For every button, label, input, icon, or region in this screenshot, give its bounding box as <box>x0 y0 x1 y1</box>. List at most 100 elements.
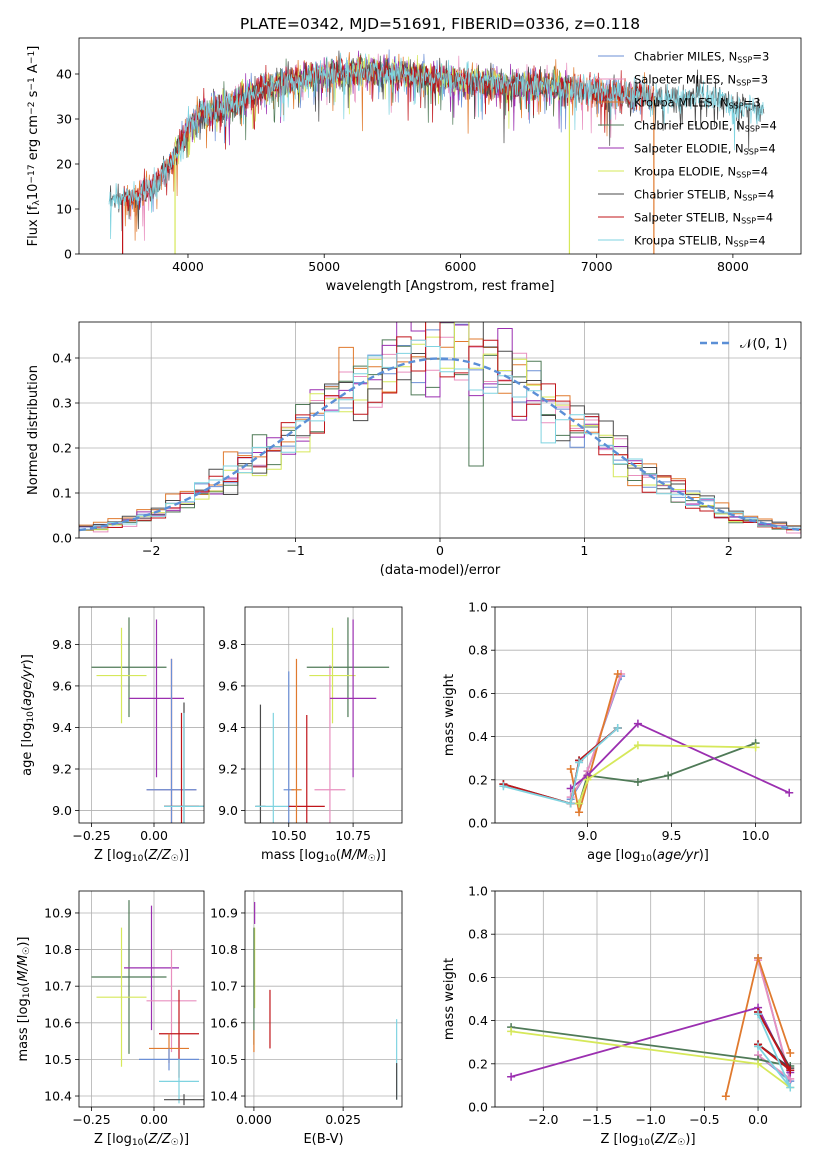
axes-frame <box>78 37 802 255</box>
x-axis-label-part: )] <box>699 848 709 863</box>
y-tick-label: 1.0 <box>468 884 488 899</box>
y-axis-label-part: A <box>26 64 41 77</box>
legend-label: Salpeter MILES, NSSP=3 <box>634 73 768 88</box>
y-tick-label: 0 <box>64 247 72 262</box>
legend-label-part: SSP <box>736 79 751 88</box>
y-tick-label: 10.6 <box>210 1015 238 1030</box>
y-tick-label: 9.4 <box>52 720 72 735</box>
y-tick-label: 0.4 <box>468 1013 488 1028</box>
weight-marker <box>664 771 673 780</box>
x-axis-label-part: ☉ <box>368 854 376 864</box>
x-axis-label-part: 10 <box>132 1138 144 1148</box>
x-tick-label: −1.5 <box>582 1112 612 1127</box>
x-axis-label-part: ( <box>336 848 341 863</box>
y-axis-label-part: −1 <box>27 77 37 90</box>
y-tick-label: 20 <box>56 157 72 172</box>
weight-marker <box>633 719 642 728</box>
x-axis-label-part: Z/Z <box>654 1132 678 1147</box>
plot-area <box>108 49 765 254</box>
x-tick-label: −1.0 <box>636 1112 666 1127</box>
y-axis-label-part: 10 <box>26 711 36 723</box>
x-tick-label: −0.25 <box>72 828 110 843</box>
y-tick-label: 30 <box>56 112 72 127</box>
y-tick-label: 40 <box>56 67 72 82</box>
legend-label-part: SSP <box>741 217 756 226</box>
x-axis-label-part: mass [ <box>261 848 304 863</box>
weight-marker <box>785 788 794 797</box>
x-axis-label-part: 10 <box>132 854 144 864</box>
y-tick-label: 0.3 <box>52 396 72 411</box>
y-tick-label: 10.8 <box>210 942 238 957</box>
legend-label-part: Kroupa STELIB, N <box>634 234 734 248</box>
y-axis-label-part: mass [ <box>16 1018 31 1061</box>
y-tick-label: 10.4 <box>210 1089 238 1104</box>
weight-marker <box>499 782 508 791</box>
x-axis-label: age [log10(age/yr)] <box>587 848 709 864</box>
plot-area <box>253 901 398 1100</box>
y-axis-label: age [log10(age/yr)] <box>20 654 36 776</box>
x-tick-label: 0.00 <box>140 828 168 843</box>
legend-label-part: =4 <box>751 165 768 179</box>
x-tick-label: 0 <box>436 543 444 558</box>
legend-label-part: Salpeter MILES, N <box>634 73 736 87</box>
y-axis-label-part: ] <box>26 46 41 51</box>
y-tick-label: 10.9 <box>210 905 238 920</box>
y-axis-label-part: mass weight <box>442 958 457 1040</box>
x-axis-label-part: log <box>112 1132 132 1147</box>
x-tick-label: 2 <box>725 543 733 558</box>
legend-label: Kroupa MILES, NSSP=3 <box>634 96 761 111</box>
y-tick-label: 9.6 <box>52 678 72 693</box>
x-axis-label-part: 10 <box>640 854 652 864</box>
x-axis-label-part: wavelength [Angstrom, rest frame] <box>326 279 555 294</box>
weight-marker <box>507 1072 516 1081</box>
chart-weight-z: −2.0 −1.5 −1.0 −0.5 0.0 0.0 0.2 0.4 0.6 0.8 1.0 Z [… <box>442 884 802 1148</box>
y-axis-label-part: age/yr <box>20 663 35 706</box>
y-tick-label: 0.2 <box>468 772 488 787</box>
y-axis-label-part: ( <box>20 706 35 711</box>
y-axis-label-part: log <box>16 998 31 1018</box>
y-axis-label-part: ( <box>16 982 31 987</box>
y-axis-label-part: mass weight <box>442 674 457 756</box>
chart-err-z-age: −0.25 0.009.09.29.49.69.8Z [log10(Z/Z☉)]a… <box>20 606 205 864</box>
weight-marker <box>507 1027 516 1036</box>
legend-label-part: =4 <box>756 211 773 225</box>
x-axis-label: mass [log10(M/M☉)] <box>261 848 386 864</box>
plot-area <box>79 322 801 536</box>
plot-area <box>91 617 204 823</box>
y-tick-label: 0.1 <box>52 486 72 501</box>
x-tick-label: 1 <box>580 543 588 558</box>
axes-frame <box>494 890 802 1108</box>
y-tick-label: 0.4 <box>468 729 488 744</box>
x-axis-label-part: ☉ <box>171 1138 179 1148</box>
x-axis-label-part: Z [ <box>600 1132 618 1147</box>
weight-line <box>569 673 619 813</box>
axes-frame <box>244 890 403 1108</box>
normal-curve <box>79 357 801 532</box>
y-tick-label: 9.8 <box>218 637 238 652</box>
x-tick-label: −1 <box>286 543 304 558</box>
legend-label-part: Chabrier MILES, N <box>634 50 737 64</box>
legend-label-part: =3 <box>752 50 769 64</box>
y-axis-label-part: Flux [f <box>26 205 41 246</box>
x-axis-label: Z [log10(Z/Z☉)] <box>94 848 189 864</box>
y-tick-label: 0.0 <box>52 531 72 546</box>
axes-frame <box>78 606 205 824</box>
legend-label-part: Salpeter ELODIE, N <box>634 142 744 156</box>
y-tick-label: 10.7 <box>44 979 72 994</box>
plot-area <box>91 900 204 1106</box>
weight-marker <box>786 1049 795 1057</box>
y-tick-label: 10.4 <box>44 1089 72 1104</box>
weight-marker <box>566 765 575 773</box>
legend-label-part: Kroupa ELODIE, N <box>634 165 736 179</box>
x-tick-label: 8000 <box>717 259 749 274</box>
x-axis-label-part: E(B-V) <box>303 1132 343 1147</box>
x-axis-label-part: Z [ <box>94 1132 112 1147</box>
x-tick-label: 0.00 <box>140 1112 168 1127</box>
y-tick-label: 0.8 <box>468 927 488 942</box>
x-axis-label-part: 10 <box>638 1138 650 1148</box>
x-axis-label-part: ( <box>143 848 148 863</box>
x-axis-label-part: ( <box>143 1132 148 1147</box>
x-axis-label-part: )] <box>179 1132 189 1147</box>
